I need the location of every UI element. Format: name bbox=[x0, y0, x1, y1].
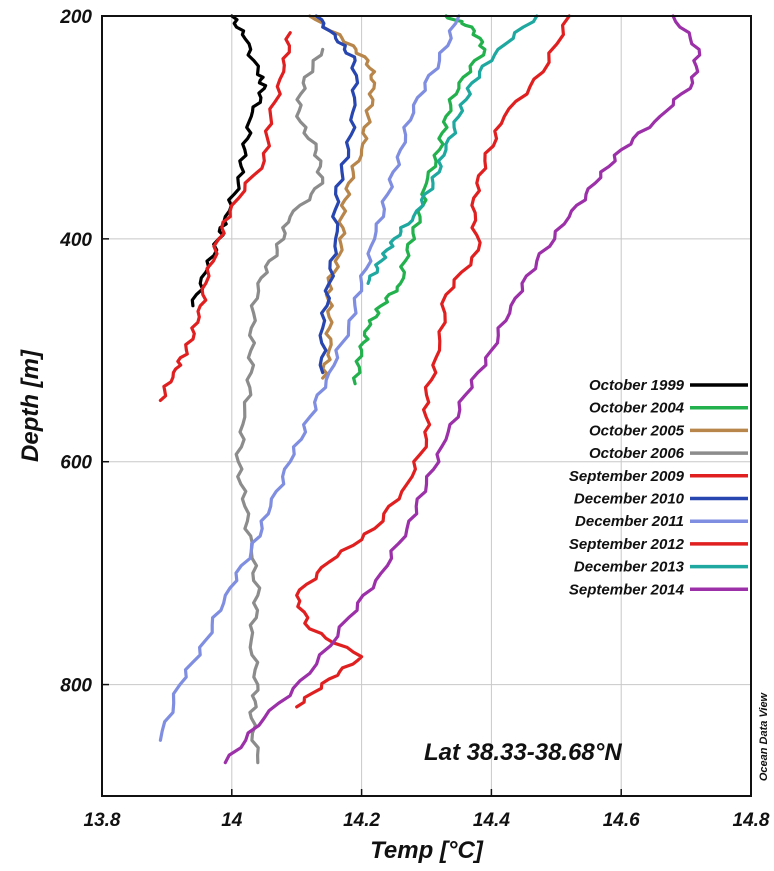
legend-label: October 2006 bbox=[589, 445, 685, 462]
legend-label: September 2009 bbox=[569, 468, 685, 485]
legend-label: October 2004 bbox=[589, 400, 685, 417]
y-tick-label: 400 bbox=[59, 230, 92, 251]
legend-label: October 2005 bbox=[589, 422, 685, 439]
x-tick-label: 14 bbox=[221, 810, 243, 831]
latitude-annotation: Lat 38.33-38.68°N bbox=[424, 739, 622, 766]
series-line bbox=[190, 14, 268, 308]
legend-label: December 2010 bbox=[574, 491, 685, 508]
series-line bbox=[295, 14, 571, 709]
plot-frame bbox=[101, 15, 752, 797]
series-line bbox=[158, 14, 461, 742]
legend-label: December 2013 bbox=[574, 559, 685, 576]
y-axis-title: Depth [m] bbox=[17, 349, 44, 462]
legend-label: September 2014 bbox=[569, 581, 685, 598]
y-tick-label: 800 bbox=[60, 676, 92, 697]
series-line bbox=[308, 14, 377, 380]
legend-label: October 1999 bbox=[589, 377, 685, 394]
x-tick-label: 14.4 bbox=[473, 810, 510, 831]
series-line bbox=[366, 14, 539, 285]
series-line bbox=[223, 14, 702, 765]
tick-layer: 13.8 14 14.2 14.4 14.6 14.8 200 400 600 800 bbox=[59, 7, 770, 831]
x-axis-title: Temp [°C] bbox=[370, 837, 484, 864]
x-tick-label: 14.8 bbox=[733, 810, 770, 831]
ocean-data-view-watermark: Ocean Data View bbox=[758, 691, 770, 781]
series-line bbox=[314, 14, 360, 375]
legend-label: December 2011 bbox=[575, 513, 684, 530]
x-tick-label: 13.8 bbox=[84, 810, 121, 831]
series-layer bbox=[158, 14, 702, 765]
series-line bbox=[158, 31, 292, 402]
series-line bbox=[352, 14, 487, 386]
legend: October 1999 October 2004 October 2005 Octo… bbox=[569, 377, 748, 598]
y-tick-label: 200 bbox=[59, 7, 92, 28]
x-tick-label: 14.6 bbox=[603, 810, 640, 831]
legend-label: September 2012 bbox=[569, 536, 685, 553]
x-tick-label: 14.2 bbox=[343, 810, 380, 831]
y-tick-label: 600 bbox=[60, 453, 92, 474]
series-line bbox=[234, 47, 325, 765]
